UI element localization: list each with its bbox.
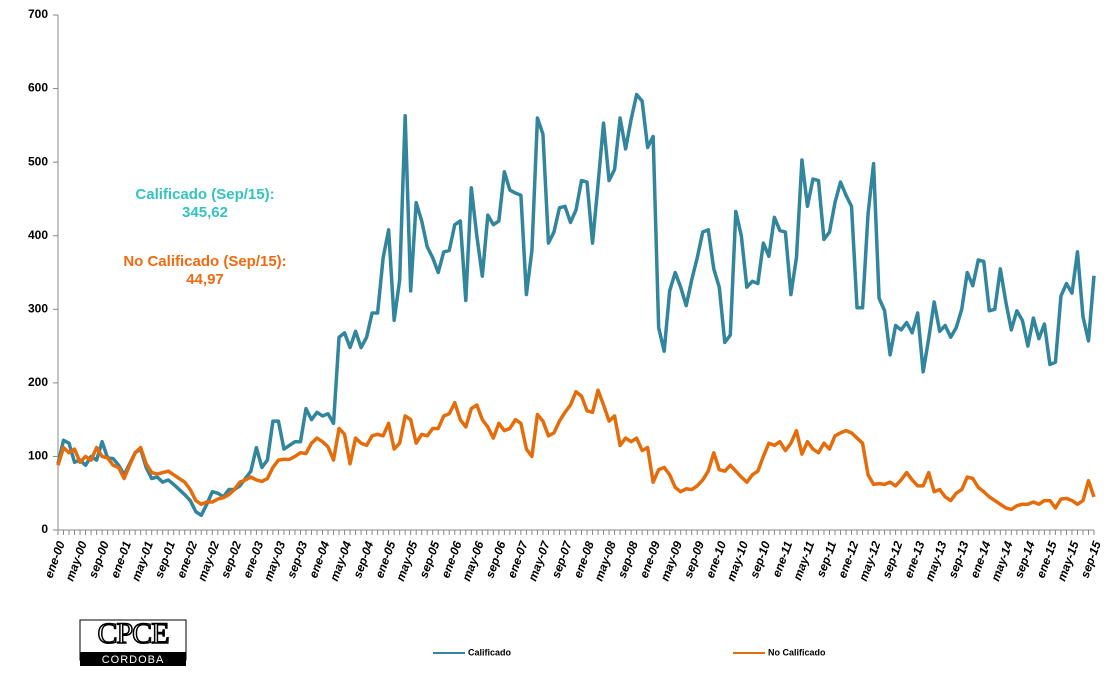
legend-label: Calificado: [468, 647, 512, 657]
y-tick-label: 100: [28, 449, 48, 463]
annotation-value: 345,62: [182, 204, 228, 221]
logo-bottom: CORDOBA: [102, 654, 165, 666]
logo-top: CPCE: [97, 617, 168, 650]
annotation-label: Calificado (Sep/15):: [135, 186, 274, 203]
annotation-label: No Calificado (Sep/15):: [123, 253, 286, 270]
y-tick-label: 300: [28, 301, 48, 315]
legend-label: No Calificado: [768, 647, 826, 657]
logo: CPCE CORDOBA: [79, 616, 187, 666]
y-tick-label: 700: [28, 7, 48, 21]
series-line: [56, 388, 1096, 512]
y-tick-label: 200: [28, 375, 48, 389]
series-line: [56, 92, 1096, 518]
y-tick-label: 500: [28, 154, 48, 168]
y-tick-label: 600: [28, 81, 48, 95]
y-tick-label: 400: [28, 228, 48, 242]
y-tick-label: 0: [41, 522, 48, 536]
x-tick-label: sep-15: [1078, 539, 1104, 580]
annotation-value: 44,97: [186, 271, 224, 288]
